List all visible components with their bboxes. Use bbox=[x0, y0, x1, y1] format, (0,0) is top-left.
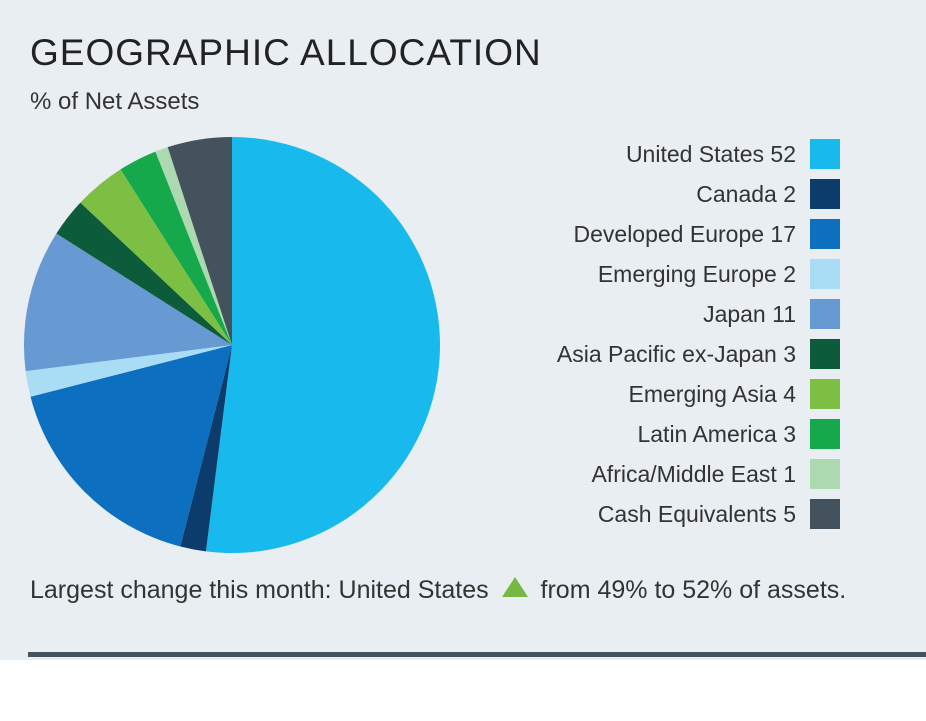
chart-legend: United States 52 Canada 2 Developed Europe… bbox=[420, 134, 840, 534]
legend-item-emerging-asia: Emerging Asia 4 bbox=[420, 374, 840, 414]
legend-swatch bbox=[810, 139, 840, 169]
legend-label: Japan 11 bbox=[703, 300, 796, 327]
pie-slice-japan bbox=[24, 233, 232, 372]
legend-swatch bbox=[810, 219, 840, 249]
chart-subtitle: % of Net Assets bbox=[30, 88, 200, 115]
pie-slice-emerging-asia bbox=[80, 169, 233, 345]
pie-slice-developed-europe bbox=[30, 345, 233, 547]
pie-slice-africa-middle-east bbox=[155, 147, 232, 345]
chart-panel: GEOGRAPHIC ALLOCATION % of Net Assets Un… bbox=[0, 0, 926, 660]
largest-change-prefix: Largest change this month: United States bbox=[30, 576, 489, 604]
legend-swatch bbox=[810, 299, 840, 329]
legend-item-asia-pacific-ex-japan: Asia Pacific ex-Japan 3 bbox=[420, 334, 840, 374]
legend-label: Asia Pacific ex-Japan 3 bbox=[556, 340, 796, 367]
legend-item-united-states: United States 52 bbox=[420, 134, 840, 174]
legend-swatch bbox=[810, 499, 840, 529]
legend-label: United States 52 bbox=[625, 140, 796, 167]
legend-item-emerging-europe: Emerging Europe 2 bbox=[420, 254, 840, 294]
pie-slice-emerging-europe bbox=[25, 345, 232, 397]
legend-swatch bbox=[810, 459, 840, 489]
pie-slice-asia-pacific-ex-japan bbox=[56, 202, 232, 345]
largest-change-note: Largest change this month: United States… bbox=[30, 572, 890, 609]
pie-slice-cash-equivalents bbox=[167, 137, 232, 345]
legend-label: Africa/Middle East 1 bbox=[591, 460, 796, 487]
legend-label: Latin America 3 bbox=[637, 420, 796, 447]
legend-swatch bbox=[810, 419, 840, 449]
legend-item-developed-europe: Developed Europe 17 bbox=[420, 214, 840, 254]
legend-label: Canada 2 bbox=[696, 180, 796, 207]
legend-label: Developed Europe 17 bbox=[573, 220, 797, 247]
legend-label: Emerging Europe 2 bbox=[597, 260, 796, 287]
legend-item-latin-america: Latin America 3 bbox=[420, 414, 840, 454]
legend-label: Emerging Asia 4 bbox=[628, 380, 796, 407]
legend-item-cash-equivalents: Cash Equivalents 5 bbox=[420, 494, 840, 534]
legend-swatch bbox=[810, 179, 840, 209]
legend-swatch bbox=[810, 259, 840, 289]
bottom-divider bbox=[28, 652, 926, 657]
largest-change-suffix: from 49% to 52% of assets. bbox=[540, 576, 847, 604]
legend-swatch bbox=[810, 339, 840, 369]
legend-item-japan: Japan 11 bbox=[420, 294, 840, 334]
legend-item-canada: Canada 2 bbox=[420, 174, 840, 214]
pie-slice-canada bbox=[180, 345, 232, 552]
pie-slice-latin-america bbox=[120, 151, 232, 345]
triangle-up-icon bbox=[501, 577, 528, 597]
legend-label: Cash Equivalents 5 bbox=[597, 500, 796, 527]
pie-chart bbox=[24, 137, 440, 553]
legend-swatch bbox=[810, 379, 840, 409]
chart-title: GEOGRAPHIC ALLOCATION bbox=[30, 32, 542, 73]
pie-slice-united-states bbox=[205, 137, 440, 553]
legend-item-africa-middle-east: Africa/Middle East 1 bbox=[420, 454, 840, 494]
